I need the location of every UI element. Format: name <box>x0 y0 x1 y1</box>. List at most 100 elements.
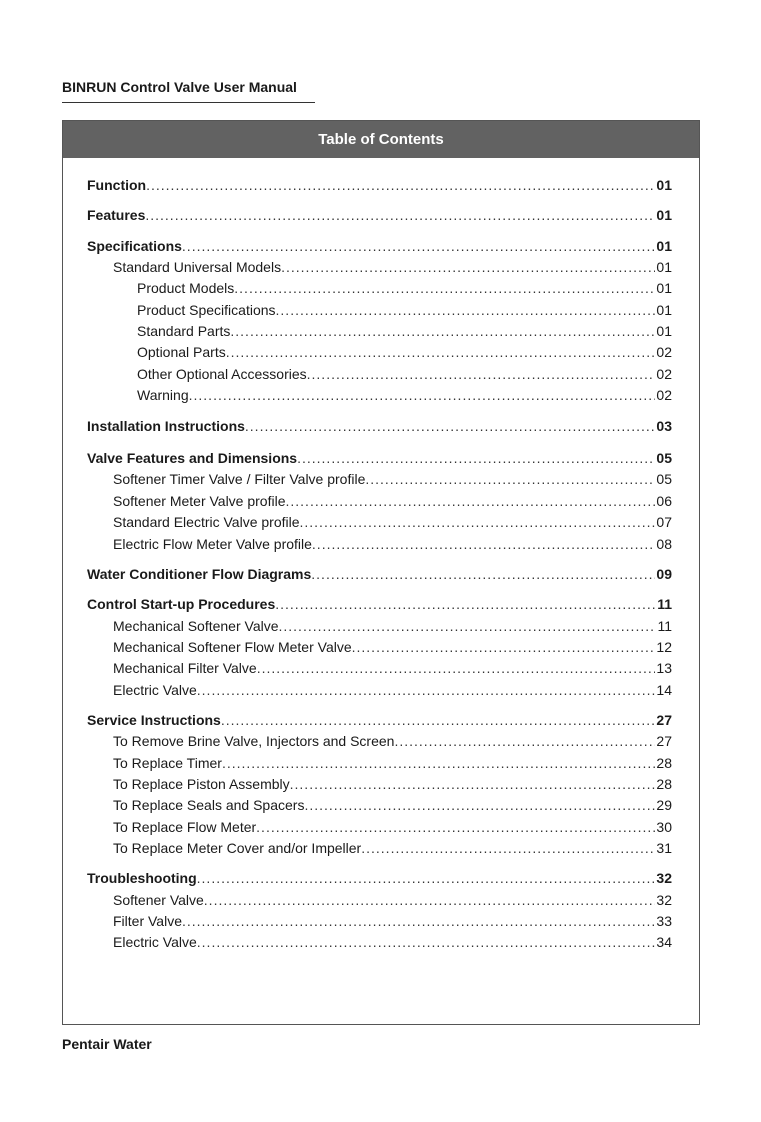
toc-entry-page: 03 <box>656 418 672 434</box>
toc-entry[interactable]: To Replace Piston Assembly 28 <box>113 776 672 794</box>
dot-leader <box>222 755 655 771</box>
toc-entry-label: Mechanical Filter Valve <box>113 660 257 676</box>
dot-leader <box>300 514 656 530</box>
toc-entry-label: Electric Valve <box>113 682 197 698</box>
toc-entry[interactable]: To Replace Flow Meter 30 <box>113 819 672 837</box>
toc-entry-label: To Replace Piston Assembly <box>113 776 290 792</box>
toc-entry-label: Standard Parts <box>137 323 231 339</box>
toc-entry-page: 02 <box>656 366 672 382</box>
toc-entry-label: To Remove Brine Valve, Injectors and Scr… <box>113 733 395 749</box>
toc-entry[interactable]: Electric Valve 34 <box>113 934 672 952</box>
toc-entry[interactable]: Troubleshooting 32 <box>87 870 672 888</box>
toc-entry-label: Service Instructions <box>87 712 221 728</box>
toc-entry-page: 13 <box>656 660 672 676</box>
toc-entry[interactable]: Mechanical Softener Valve 11 <box>113 618 672 636</box>
dot-leader <box>230 323 655 339</box>
toc-entry[interactable]: Valve Features and Dimensions 05 <box>87 450 672 468</box>
toc-entry-label: To Replace Seals and Spacers <box>113 797 305 813</box>
dot-leader <box>221 712 656 728</box>
toc-entry[interactable]: Softener Meter Valve profile 06 <box>113 493 672 511</box>
toc-entry[interactable]: Function 01 <box>87 177 672 195</box>
dot-leader <box>307 366 656 382</box>
dot-leader <box>297 450 655 466</box>
dot-leader <box>256 819 655 835</box>
toc-entry[interactable]: Water Conditioner Flow Diagrams 09 <box>87 566 672 584</box>
toc-entry[interactable]: Product Specifications 01 <box>137 302 672 320</box>
toc-entry[interactable]: Mechanical Filter Valve 13 <box>113 660 672 678</box>
toc-entry-label: Control Start-up Procedures <box>87 596 276 612</box>
toc-entry-label: Features <box>87 207 146 223</box>
document-footer: Pentair Water <box>62 1036 152 1052</box>
toc-entry-label: Other Optional Accessories <box>137 366 307 382</box>
toc-entry[interactable]: Product Models 01 <box>137 280 672 298</box>
toc-entry-label: Mechanical Softener Valve <box>113 618 279 634</box>
dot-leader <box>189 387 656 403</box>
toc-entry-label: Product Specifications <box>137 302 276 318</box>
toc-entry-label: Warning <box>137 387 189 403</box>
toc-entry[interactable]: Installation Instructions 03 <box>87 418 672 436</box>
dot-leader <box>234 280 655 296</box>
toc-entry[interactable]: Optional Parts 02 <box>137 344 672 362</box>
dot-leader <box>290 776 656 792</box>
dot-leader <box>182 913 655 929</box>
toc-entry-label: Softener Timer Valve / Filter Valve prof… <box>113 471 366 487</box>
toc-entry-page: 01 <box>656 177 672 193</box>
toc-entry-label: To Replace Flow Meter <box>113 819 257 835</box>
toc-entry-page: 33 <box>656 913 672 929</box>
toc-entry-page: 32 <box>656 892 672 908</box>
toc-entry[interactable]: Electric Valve 14 <box>113 682 672 700</box>
dot-leader <box>245 418 656 434</box>
toc-entry-label: Mechanical Softener Flow Meter Valve <box>113 639 352 655</box>
toc-entry-page: 28 <box>656 776 672 792</box>
dot-leader <box>361 840 655 856</box>
toc-entry-page: 08 <box>656 536 672 552</box>
toc-entry-label: Standard Electric Valve profile <box>113 514 300 530</box>
dot-leader <box>275 596 656 612</box>
dot-leader <box>394 733 655 749</box>
toc-entry[interactable]: Other Optional Accessories 02 <box>137 366 672 384</box>
toc-entry-page: 11 <box>657 596 672 612</box>
toc-entry-page: 14 <box>656 682 672 698</box>
toc-entry[interactable]: Control Start-up Procedures 11 <box>87 596 672 614</box>
toc-entry-page: 09 <box>656 566 672 582</box>
dot-leader <box>146 177 655 193</box>
toc-entry-page: 01 <box>656 323 672 339</box>
toc-entry[interactable]: Filter Valve 33 <box>113 913 672 931</box>
toc-entry[interactable]: To Replace Meter Cover and/or Impeller 31 <box>113 840 672 858</box>
toc-entry-page: 34 <box>656 934 672 950</box>
toc-entry-page: 11 <box>657 618 672 634</box>
toc-entry[interactable]: To Remove Brine Valve, Injectors and Scr… <box>113 733 672 751</box>
toc-entry[interactable]: Electric Flow Meter Valve profile 08 <box>113 536 672 554</box>
toc-entry-page: 07 <box>656 514 672 530</box>
dot-leader <box>365 471 655 487</box>
toc-entry-page: 05 <box>656 471 672 487</box>
dot-leader <box>197 682 656 698</box>
toc-entry[interactable]: To Replace Timer 28 <box>113 755 672 773</box>
toc-entry[interactable]: Standard Universal Models 01 <box>113 259 672 277</box>
toc-entry-label: To Replace Meter Cover and/or Impeller <box>113 840 362 856</box>
toc-entry[interactable]: Features 01 <box>87 207 672 225</box>
toc-entry-page: 31 <box>656 840 672 856</box>
dot-leader <box>281 259 655 275</box>
toc-entry[interactable]: Standard Parts 01 <box>137 323 672 341</box>
toc-entry-page: 27 <box>656 733 672 749</box>
toc-entry-page: 02 <box>656 344 672 360</box>
toc-entry[interactable]: Service Instructions 27 <box>87 712 672 730</box>
toc-entry-label: Electric Valve <box>113 934 197 950</box>
toc-entry[interactable]: Softener Timer Valve / Filter Valve prof… <box>113 471 672 489</box>
toc-entry-label: To Replace Timer <box>113 755 222 771</box>
toc-entry[interactable]: Softener Valve 32 <box>113 892 672 910</box>
toc-entry-label: Softener Meter Valve profile <box>113 493 286 509</box>
toc-entry-label: Filter Valve <box>113 913 182 929</box>
toc-entry[interactable]: Specifications 01 <box>87 238 672 256</box>
toc-entry[interactable]: Mechanical Softener Flow Meter Valve 12 <box>113 639 672 657</box>
dot-leader <box>276 302 656 318</box>
toc-entry[interactable]: To Replace Seals and Spacers 29 <box>113 797 672 815</box>
toc-entry[interactable]: Warning 02 <box>137 387 672 405</box>
document-header: BINRUN Control Valve User Manual <box>62 79 297 95</box>
toc-entry-page: 05 <box>656 450 672 466</box>
toc-entry-label: Standard Universal Models <box>113 259 282 275</box>
toc-entry-page: 12 <box>656 639 672 655</box>
toc-entry[interactable]: Standard Electric Valve profile 07 <box>113 514 672 532</box>
toc-entry-page: 01 <box>656 207 672 223</box>
